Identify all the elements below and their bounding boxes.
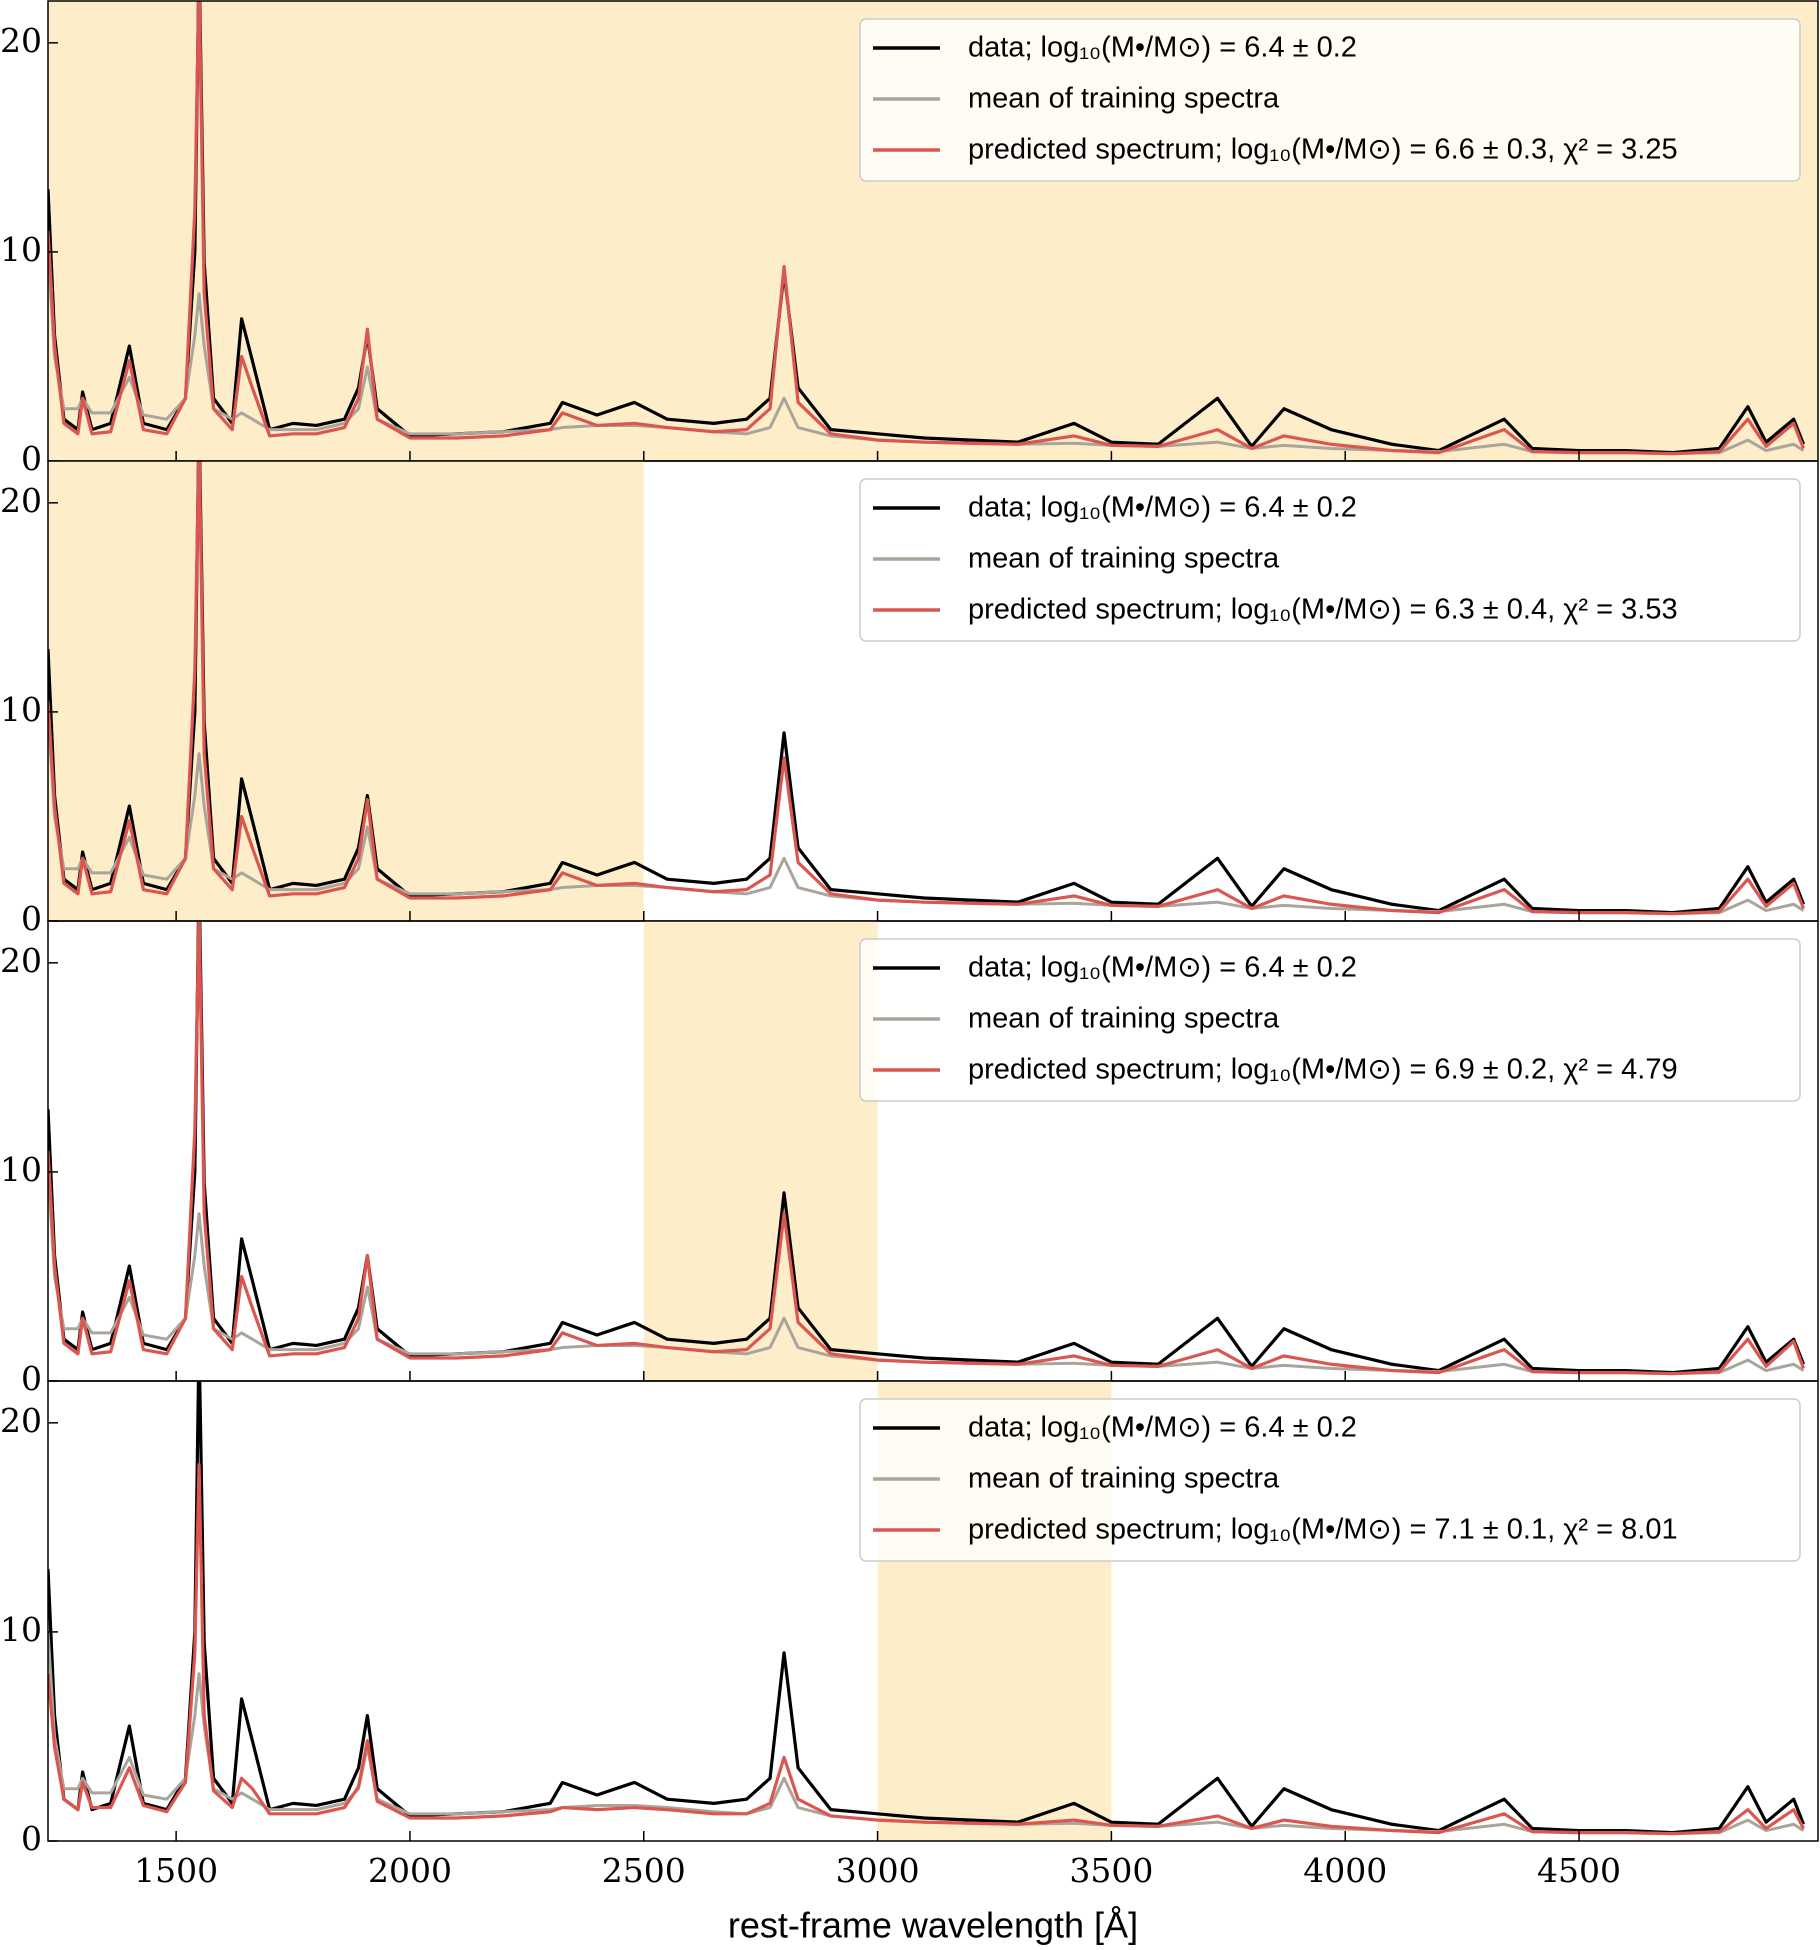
legend-label: data; log₁₀(M•/M⊙) = 6.4 ± 0.2 [968, 32, 1357, 64]
panel: 0 10 20 data; log₁₀(M•/M⊙) = 6.4 ± 0.2 mean … [0, 920, 1819, 1398]
legend-box [859, 1398, 1801, 1562]
y-tick-label: 0 [21, 1359, 42, 1398]
spectrum-line [48, 921, 1806, 1376]
legend-label: mean of training spectra [968, 1463, 1280, 1495]
plot-area [48, 921, 1806, 1376]
legend-box [859, 938, 1801, 1102]
legend: data; log₁₀(M•/M⊙) = 6.4 ± 0.2 mean of tr… [859, 1398, 1801, 1562]
y-tick-label: 10 [0, 1610, 42, 1649]
legend-label: predicted spectrum; log₁₀(M•/M⊙) = 7.1 ±… [968, 1514, 1678, 1546]
legend: data; log₁₀(M•/M⊙) = 6.4 ± 0.2 mean of tr… [859, 478, 1801, 642]
spectrum-line [48, 1, 1805, 456]
x-tick-label: 2000 [368, 1851, 452, 1890]
y-tick-label: 10 [0, 230, 42, 269]
legend-label: predicted spectrum; log₁₀(M•/M⊙) = 6.3 ±… [968, 594, 1678, 626]
y-tick-label: 20 [0, 21, 42, 60]
panel: 0 10 20 1500 2000 2500 3000 3500 4000 4500 rest-fr… [0, 1380, 1819, 1946]
spectrum-line [48, 1463, 1805, 1836]
y-tick-label: 0 [21, 1819, 42, 1858]
legend-label: mean of training spectra [968, 543, 1280, 575]
x-tick-label: 1500 [134, 1851, 218, 1890]
x-tick-label: 4000 [1303, 1851, 1387, 1890]
panel: 0 10 20 data; log₁₀(M•/M⊙) = 6.4 ± 0.2 mean … [0, 0, 1819, 478]
axes-frame [47, 1380, 1819, 1842]
legend-label: data; log₁₀(M•/M⊙) = 6.4 ± 0.2 [968, 1412, 1357, 1444]
x-tick-label: 3000 [836, 1851, 920, 1890]
legend-label: data; log₁₀(M•/M⊙) = 6.4 ± 0.2 [968, 492, 1357, 524]
highlight-region [643, 921, 878, 1381]
y-tick-label: 0 [21, 899, 42, 938]
highlight-region [48, 461, 644, 921]
legend-label: mean of training spectra [968, 1003, 1280, 1035]
legend-label: predicted spectrum; log₁₀(M•/M⊙) = 6.6 ±… [968, 134, 1678, 166]
x-tick-label: 4500 [1537, 1851, 1621, 1890]
x-axis-label: rest-frame wavelength [Å] [728, 1905, 1138, 1946]
y-tick-label: 10 [0, 1150, 42, 1189]
plot-area [48, 1, 1805, 456]
y-tick-label: 20 [0, 1401, 42, 1440]
x-tick-label: 3500 [1069, 1851, 1153, 1890]
legend-label: mean of training spectra [968, 83, 1280, 115]
legend-label: data; log₁₀(M•/M⊙) = 6.4 ± 0.2 [968, 952, 1357, 984]
spectrum-line [48, 461, 1805, 916]
plot-area [48, 1381, 1805, 1836]
panel: 0 10 20 data; log₁₀(M•/M⊙) = 6.4 ± 0.2 mean … [0, 460, 1819, 938]
plot-area [48, 461, 1805, 916]
y-tick-label: 0 [21, 439, 42, 478]
x-tick-label: 2500 [602, 1851, 686, 1890]
legend-box [859, 18, 1801, 182]
legend-box [859, 478, 1801, 642]
legend-label: predicted spectrum; log₁₀(M•/M⊙) = 6.9 ±… [968, 1054, 1678, 1086]
y-tick-label: 20 [0, 481, 42, 520]
y-tick-label: 10 [0, 690, 42, 729]
legend: data; log₁₀(M•/M⊙) = 6.4 ± 0.2 mean of tr… [859, 18, 1801, 182]
legend: data; log₁₀(M•/M⊙) = 6.4 ± 0.2 mean of tr… [859, 938, 1801, 1102]
y-tick-label: 20 [0, 941, 42, 980]
